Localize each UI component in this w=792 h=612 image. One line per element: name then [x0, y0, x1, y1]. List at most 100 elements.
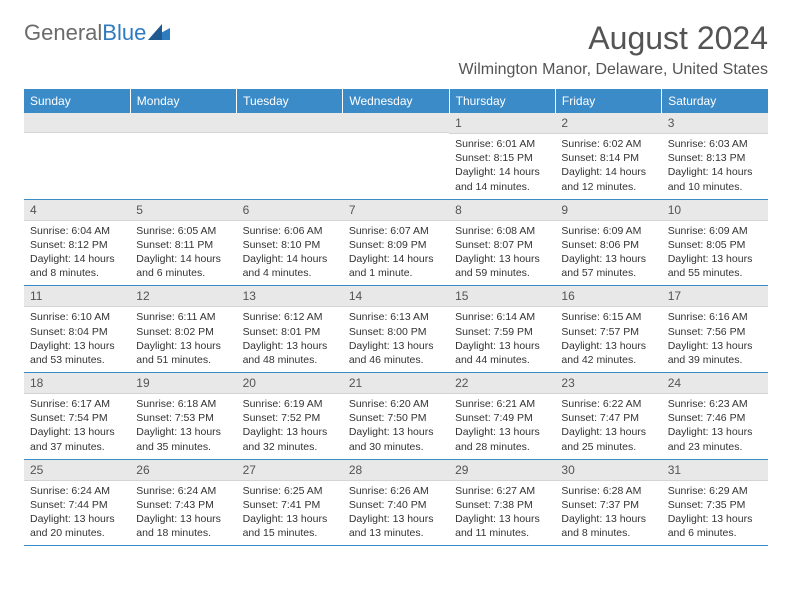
sunset-text: Sunset: 8:02 PM [136, 325, 230, 339]
sunset-text: Sunset: 7:41 PM [243, 498, 337, 512]
daylight-text: Daylight: 14 hours and 8 minutes. [30, 252, 124, 280]
sunrise-text: Sunrise: 6:05 AM [136, 224, 230, 238]
day-number: 19 [130, 373, 236, 394]
sunrise-text: Sunrise: 6:13 AM [349, 310, 443, 324]
day-cell: 17Sunrise: 6:16 AMSunset: 7:56 PMDayligh… [662, 286, 768, 373]
day-cell: 31Sunrise: 6:29 AMSunset: 7:35 PMDayligh… [662, 459, 768, 546]
location: Wilmington Manor, Delaware, United State… [24, 61, 768, 79]
sunset-text: Sunset: 7:50 PM [349, 411, 443, 425]
daylight-text: Daylight: 13 hours and 44 minutes. [455, 339, 549, 367]
day-number: 7 [343, 200, 449, 221]
sunrise-text: Sunrise: 6:09 AM [561, 224, 655, 238]
day-number: 17 [662, 286, 768, 307]
daylight-text: Daylight: 13 hours and 35 minutes. [136, 425, 230, 453]
sunset-text: Sunset: 8:07 PM [455, 238, 549, 252]
day-cell [343, 113, 449, 199]
daylight-text: Daylight: 13 hours and 57 minutes. [561, 252, 655, 280]
daylight-text: Daylight: 13 hours and 32 minutes. [243, 425, 337, 453]
sunset-text: Sunset: 7:43 PM [136, 498, 230, 512]
day-content: Sunrise: 6:24 AMSunset: 7:44 PMDaylight:… [24, 481, 130, 546]
sunrise-text: Sunrise: 6:04 AM [30, 224, 124, 238]
week-row: 25Sunrise: 6:24 AMSunset: 7:44 PMDayligh… [24, 459, 768, 546]
day-content: Sunrise: 6:19 AMSunset: 7:52 PMDaylight:… [237, 394, 343, 459]
day-cell: 14Sunrise: 6:13 AMSunset: 8:00 PMDayligh… [343, 286, 449, 373]
day-cell [130, 113, 236, 199]
daylight-text: Daylight: 13 hours and 8 minutes. [561, 512, 655, 540]
day-number: 16 [555, 286, 661, 307]
day-cell: 11Sunrise: 6:10 AMSunset: 8:04 PMDayligh… [24, 286, 130, 373]
sunset-text: Sunset: 8:14 PM [561, 151, 655, 165]
daylight-text: Daylight: 14 hours and 6 minutes. [136, 252, 230, 280]
daylight-text: Daylight: 14 hours and 1 minute. [349, 252, 443, 280]
sunset-text: Sunset: 7:54 PM [30, 411, 124, 425]
sunrise-text: Sunrise: 6:07 AM [349, 224, 443, 238]
day-header: Tuesday [237, 89, 343, 113]
week-row: 18Sunrise: 6:17 AMSunset: 7:54 PMDayligh… [24, 373, 768, 460]
day-header: Monday [130, 89, 236, 113]
sunrise-text: Sunrise: 6:10 AM [30, 310, 124, 324]
day-cell: 15Sunrise: 6:14 AMSunset: 7:59 PMDayligh… [449, 286, 555, 373]
daylight-text: Daylight: 13 hours and 15 minutes. [243, 512, 337, 540]
sunrise-text: Sunrise: 6:02 AM [561, 137, 655, 151]
day-content: Sunrise: 6:12 AMSunset: 8:01 PMDaylight:… [237, 307, 343, 372]
sunrise-text: Sunrise: 6:26 AM [349, 484, 443, 498]
day-content [24, 133, 130, 191]
sunset-text: Sunset: 7:53 PM [136, 411, 230, 425]
sunset-text: Sunset: 8:11 PM [136, 238, 230, 252]
day-number: 9 [555, 200, 661, 221]
day-cell: 2Sunrise: 6:02 AMSunset: 8:14 PMDaylight… [555, 113, 661, 199]
sunset-text: Sunset: 8:00 PM [349, 325, 443, 339]
sunset-text: Sunset: 8:01 PM [243, 325, 337, 339]
day-cell: 18Sunrise: 6:17 AMSunset: 7:54 PMDayligh… [24, 373, 130, 460]
day-content [130, 133, 236, 191]
day-content: Sunrise: 6:05 AMSunset: 8:11 PMDaylight:… [130, 221, 236, 286]
sunset-text: Sunset: 7:59 PM [455, 325, 549, 339]
sunrise-text: Sunrise: 6:11 AM [136, 310, 230, 324]
day-header: Saturday [662, 89, 768, 113]
sunset-text: Sunset: 8:09 PM [349, 238, 443, 252]
daylight-text: Daylight: 13 hours and 20 minutes. [30, 512, 124, 540]
daylight-text: Daylight: 13 hours and 55 minutes. [668, 252, 762, 280]
logo-text-general: General [24, 20, 102, 46]
day-number: 23 [555, 373, 661, 394]
day-number: 5 [130, 200, 236, 221]
day-cell: 20Sunrise: 6:19 AMSunset: 7:52 PMDayligh… [237, 373, 343, 460]
day-cell: 25Sunrise: 6:24 AMSunset: 7:44 PMDayligh… [24, 459, 130, 546]
month-title: August 2024 [588, 20, 768, 57]
day-number: 21 [343, 373, 449, 394]
day-number: 3 [662, 113, 768, 134]
day-cell [24, 113, 130, 199]
sunrise-text: Sunrise: 6:03 AM [668, 137, 762, 151]
day-number: 31 [662, 460, 768, 481]
day-cell: 22Sunrise: 6:21 AMSunset: 7:49 PMDayligh… [449, 373, 555, 460]
daylight-text: Daylight: 13 hours and 11 minutes. [455, 512, 549, 540]
sunrise-text: Sunrise: 6:28 AM [561, 484, 655, 498]
sunrise-text: Sunrise: 6:01 AM [455, 137, 549, 151]
sunset-text: Sunset: 7:49 PM [455, 411, 549, 425]
day-content: Sunrise: 6:14 AMSunset: 7:59 PMDaylight:… [449, 307, 555, 372]
sunrise-text: Sunrise: 6:14 AM [455, 310, 549, 324]
day-number [130, 113, 236, 133]
daylight-text: Daylight: 14 hours and 4 minutes. [243, 252, 337, 280]
sunset-text: Sunset: 8:10 PM [243, 238, 337, 252]
sunrise-text: Sunrise: 6:25 AM [243, 484, 337, 498]
day-number: 6 [237, 200, 343, 221]
day-cell: 8Sunrise: 6:08 AMSunset: 8:07 PMDaylight… [449, 199, 555, 286]
day-number: 24 [662, 373, 768, 394]
daylight-text: Daylight: 13 hours and 37 minutes. [30, 425, 124, 453]
daylight-text: Daylight: 13 hours and 51 minutes. [136, 339, 230, 367]
day-cell: 30Sunrise: 6:28 AMSunset: 7:37 PMDayligh… [555, 459, 661, 546]
day-cell: 6Sunrise: 6:06 AMSunset: 8:10 PMDaylight… [237, 199, 343, 286]
sunrise-text: Sunrise: 6:16 AM [668, 310, 762, 324]
sunrise-text: Sunrise: 6:29 AM [668, 484, 762, 498]
day-cell: 12Sunrise: 6:11 AMSunset: 8:02 PMDayligh… [130, 286, 236, 373]
day-content: Sunrise: 6:22 AMSunset: 7:47 PMDaylight:… [555, 394, 661, 459]
daylight-text: Daylight: 13 hours and 13 minutes. [349, 512, 443, 540]
sunrise-text: Sunrise: 6:18 AM [136, 397, 230, 411]
day-cell: 29Sunrise: 6:27 AMSunset: 7:38 PMDayligh… [449, 459, 555, 546]
sunset-text: Sunset: 7:47 PM [561, 411, 655, 425]
day-content: Sunrise: 6:24 AMSunset: 7:43 PMDaylight:… [130, 481, 236, 546]
day-content [237, 133, 343, 191]
day-number: 29 [449, 460, 555, 481]
day-number: 13 [237, 286, 343, 307]
